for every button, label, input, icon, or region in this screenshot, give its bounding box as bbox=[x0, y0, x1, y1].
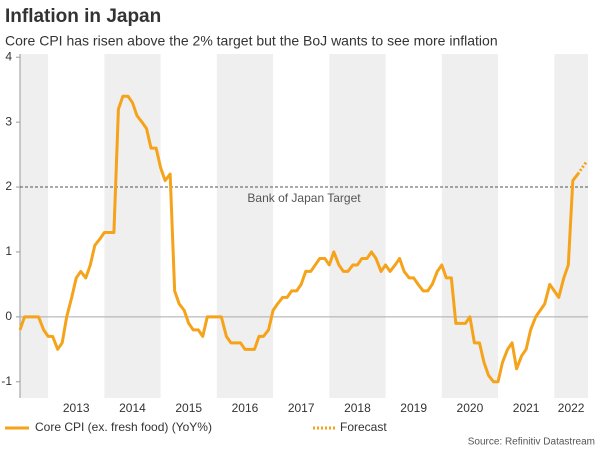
legend-label: Core CPI (ex. fresh food) (YoY%) bbox=[35, 420, 212, 434]
target-label: Bank of Japan Target bbox=[247, 191, 361, 205]
series-line bbox=[18, 94, 580, 384]
x-tick-label: 2020 bbox=[457, 401, 484, 415]
y-tick-label: 3 bbox=[5, 114, 12, 128]
chart-title: Inflation in Japan bbox=[5, 6, 161, 27]
x-tick-label: 2014 bbox=[119, 401, 146, 415]
y-tick-label: -1 bbox=[1, 374, 12, 388]
y-tick-label: 4 bbox=[5, 49, 12, 63]
x-tick-label: 2015 bbox=[175, 401, 202, 415]
chart-subtitle: Core CPI has risen above the 2% target b… bbox=[5, 33, 498, 49]
year-band bbox=[329, 54, 386, 398]
year-band bbox=[441, 54, 499, 398]
series-line bbox=[576, 160, 589, 175]
y-tick-label: 0 bbox=[5, 309, 12, 323]
x-tick-label: 2018 bbox=[344, 401, 371, 415]
legend-label: Forecast bbox=[340, 420, 387, 434]
y-tick-label: 1 bbox=[5, 244, 12, 258]
x-tick-label: 2021 bbox=[513, 401, 540, 415]
x-tick-label: 2019 bbox=[400, 401, 427, 415]
source: Source: Refinitiv Datastream bbox=[468, 437, 595, 448]
year-band bbox=[20, 54, 49, 398]
y-tick-label: 2 bbox=[5, 179, 12, 193]
x-tick-label: 2013 bbox=[63, 401, 90, 415]
x-tick-label: 2017 bbox=[288, 401, 315, 415]
x-tick-label: 2016 bbox=[232, 401, 259, 415]
year-band bbox=[216, 54, 274, 398]
x-tick-label: 2022 bbox=[558, 401, 585, 415]
